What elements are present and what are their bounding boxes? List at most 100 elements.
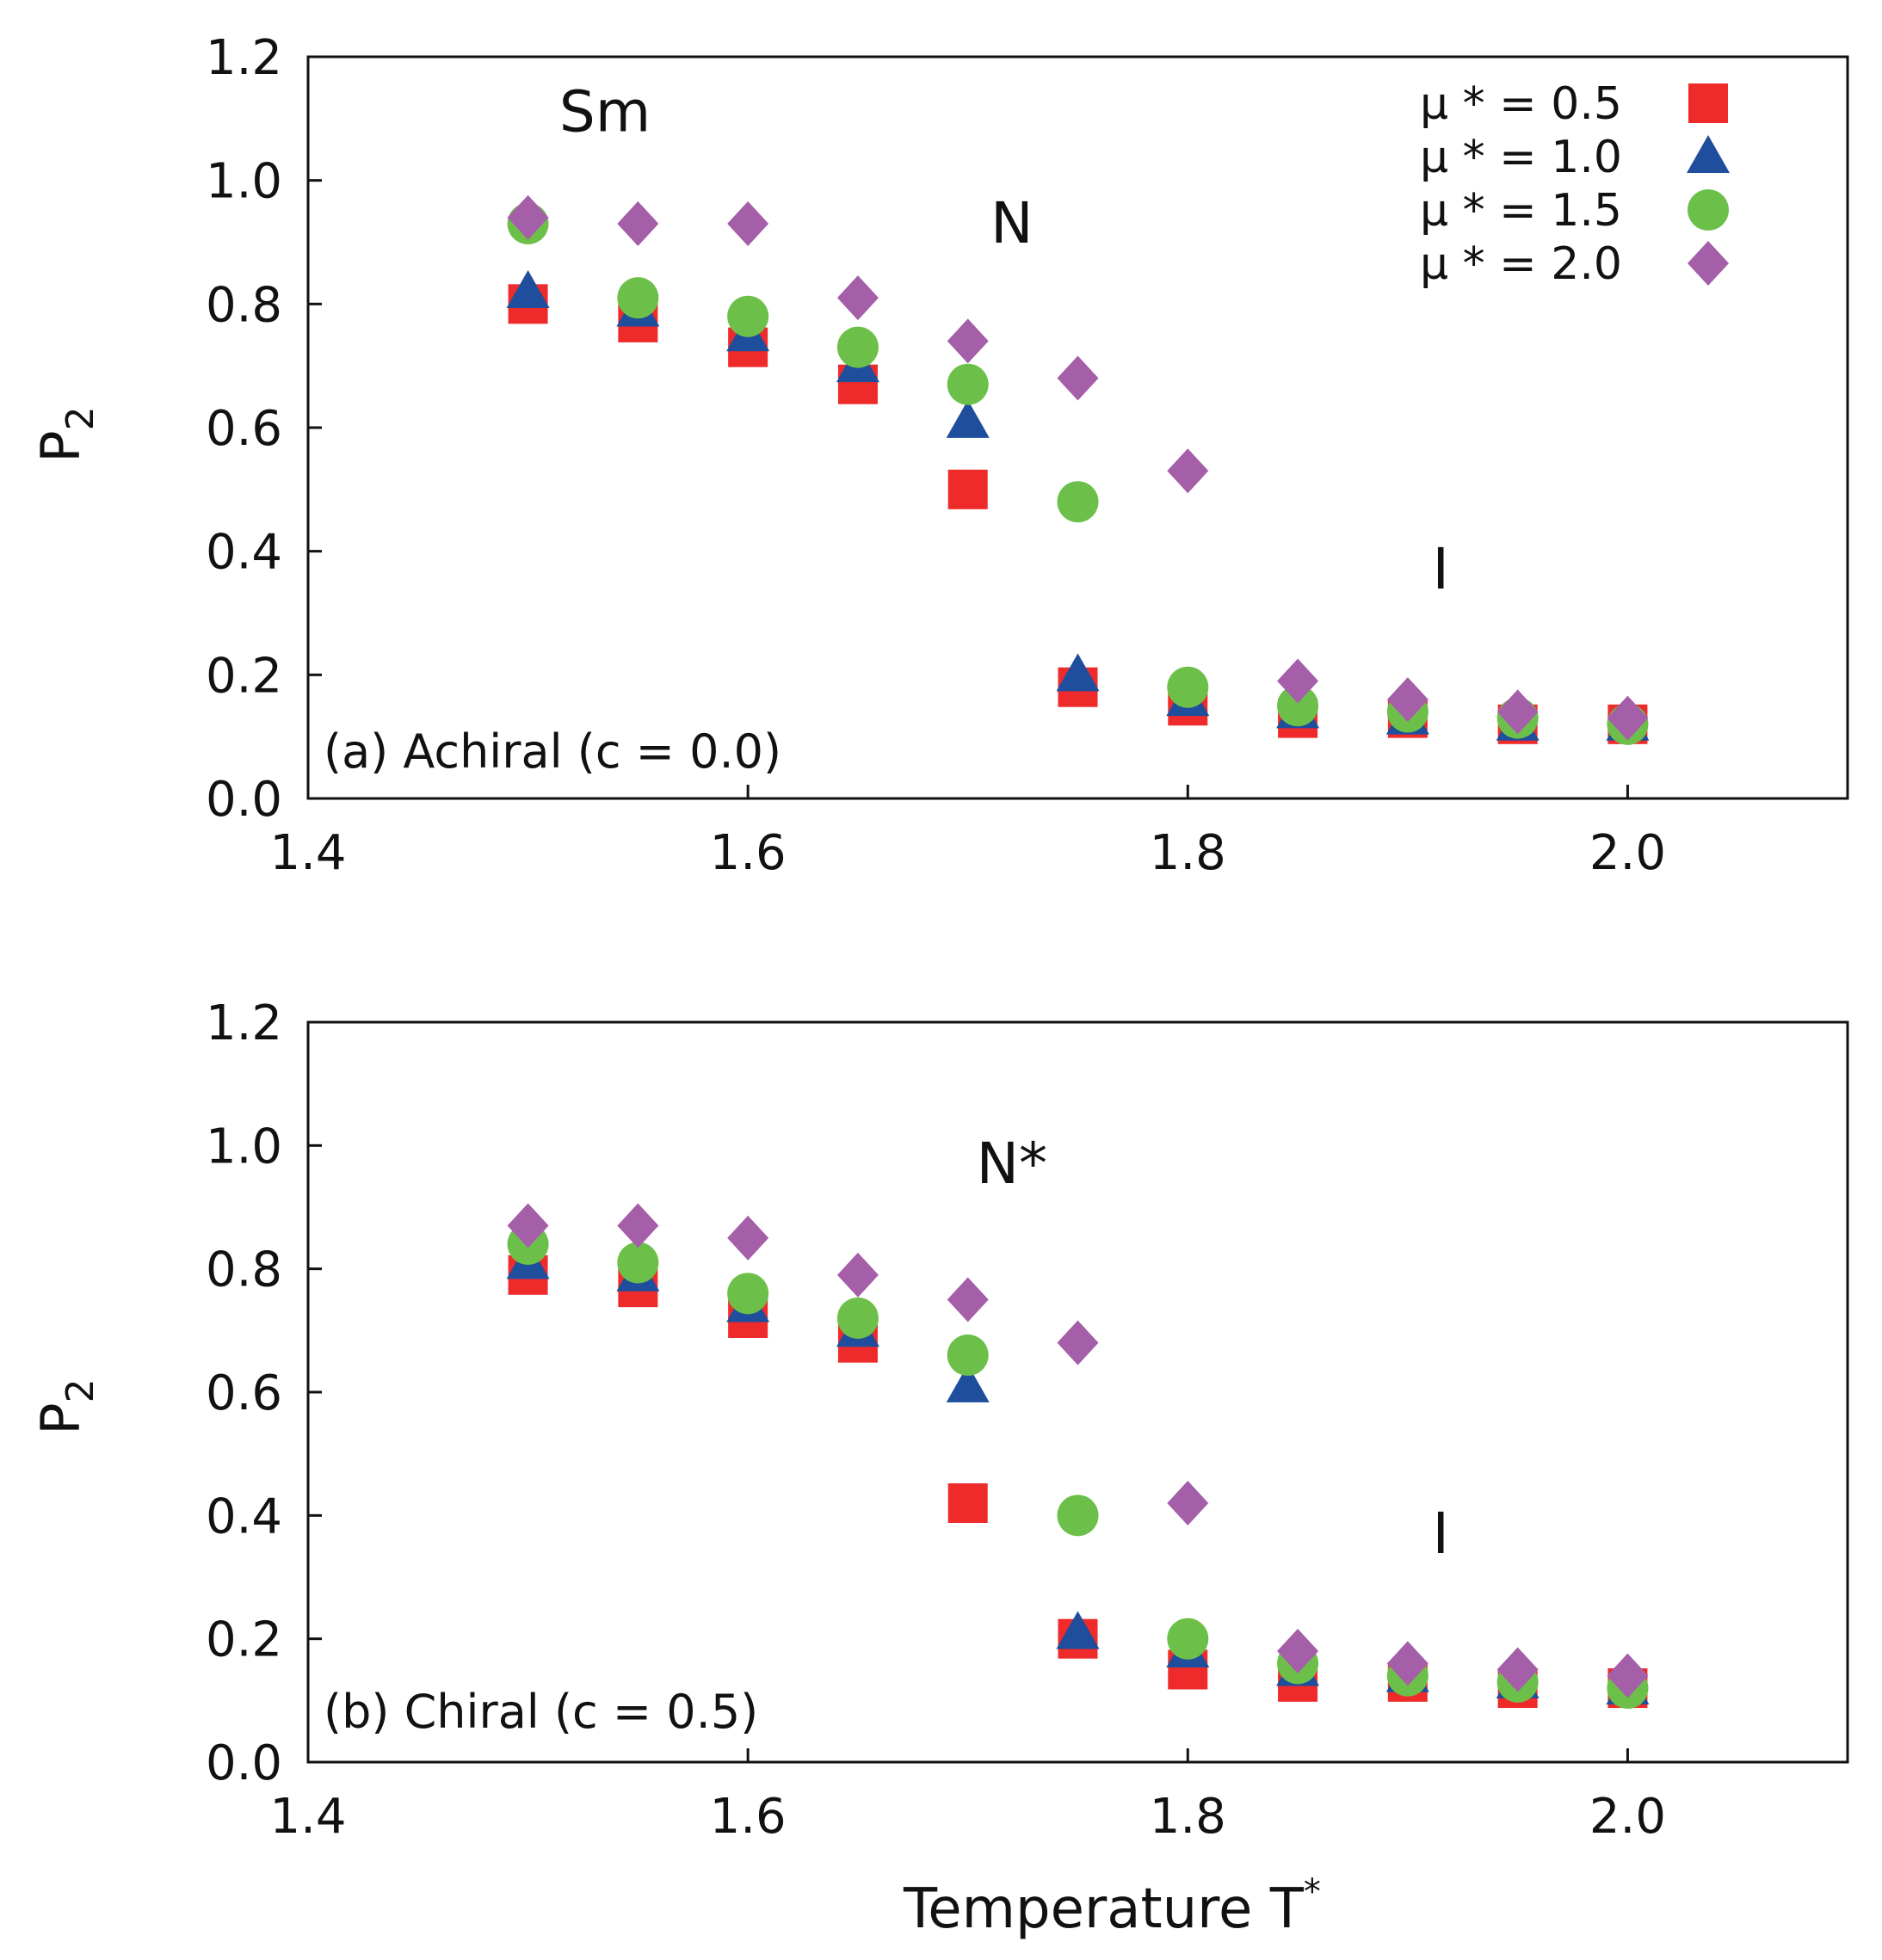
y-tick-label: 0.4 xyxy=(206,525,282,581)
data-point-diamond xyxy=(507,1203,549,1248)
data-point-diamond xyxy=(1607,1653,1649,1698)
y-tick-label: 1.0 xyxy=(206,1119,282,1174)
y-tick-label: 0.8 xyxy=(206,1242,282,1298)
panel-a-y-title-sub: 2 xyxy=(59,406,102,430)
legend-marker-circle xyxy=(1688,189,1729,231)
y-tick-label: 0.4 xyxy=(206,1488,282,1544)
data-point-triangle xyxy=(946,399,990,438)
legend-label: μ * = 1.5 xyxy=(1420,185,1622,237)
panel-b-label: (b) Chiral (c = 0.5) xyxy=(324,1685,758,1739)
panel-a-frame xyxy=(306,55,1849,800)
phase-label: I xyxy=(1432,1501,1448,1567)
data-point-circle xyxy=(1057,1495,1099,1537)
data-point-circle xyxy=(947,1334,989,1376)
data-point-circle xyxy=(1167,1618,1209,1660)
y-tick-label: 1.2 xyxy=(206,30,282,86)
y-tick-label: 0.2 xyxy=(206,1612,282,1668)
data-point-diamond xyxy=(1277,1629,1319,1673)
data-point-circle xyxy=(617,277,659,319)
y-tick-label: 1.0 xyxy=(206,154,282,210)
y-tick-label: 0.0 xyxy=(206,1735,282,1791)
legend-marker-square xyxy=(1688,83,1728,123)
data-point-circle xyxy=(836,1297,879,1339)
data-point-square xyxy=(947,469,988,509)
legend-marker-diamond xyxy=(1688,241,1729,286)
data-point-square xyxy=(947,1483,988,1523)
data-point-diamond xyxy=(947,318,989,364)
data-point-triangle xyxy=(506,269,550,308)
panel-b-labels: N* I xyxy=(977,1131,1449,1567)
data-point-circle xyxy=(1277,685,1319,727)
data-point-diamond xyxy=(947,1277,989,1322)
data-point-circle xyxy=(727,1273,769,1315)
x-tick-label: 1.4 xyxy=(269,825,346,881)
data-point-diamond xyxy=(1386,677,1428,723)
data-point-circle xyxy=(1057,481,1099,523)
data-point-circle xyxy=(947,363,989,405)
data-point-circle xyxy=(836,326,879,368)
x-tick-label: 1.8 xyxy=(1150,1789,1226,1845)
data-point-triangle xyxy=(946,1364,990,1402)
x-axis-title-main: Temperature T xyxy=(903,1877,1305,1941)
y-tick-label: 0.2 xyxy=(206,648,282,704)
data-point-diamond xyxy=(617,200,659,246)
y-tick-label: 1.2 xyxy=(206,995,282,1051)
panel-b-chiral: 0.0 0.2 0.4 0.6 0.8 1.0 1.2 1.4 1.6 1.8 2.0 N* I (b… xyxy=(29,995,1849,1845)
data-point-diamond xyxy=(507,194,549,240)
panel-b-y-title-main: P xyxy=(29,1402,92,1434)
data-point-circle xyxy=(1167,666,1209,708)
panel-b-y-title: P2 xyxy=(29,1378,102,1434)
data-point-diamond xyxy=(836,1252,879,1297)
data-point-diamond xyxy=(1167,448,1209,494)
data-point-diamond xyxy=(1277,658,1319,704)
phase-label: Sm xyxy=(559,79,651,145)
data-point-diamond xyxy=(617,1203,659,1248)
data-point-diamond xyxy=(1167,1481,1209,1525)
panel-a-y-title-main: P xyxy=(29,430,92,462)
legend: μ * = 0.5μ * = 1.0μ * = 1.5μ * = 2.0 xyxy=(1420,78,1730,290)
x-axis-title: Temperature T* xyxy=(903,1872,1321,1941)
panel-b-frame xyxy=(306,1020,1849,1764)
legend-label: μ * = 0.5 xyxy=(1420,78,1622,130)
x-axis-title-sup: * xyxy=(1304,1872,1321,1912)
x-tick-label: 1.6 xyxy=(710,825,787,881)
phase-label: I xyxy=(1432,536,1448,602)
panel-a-achiral: 0.0 0.2 0.4 0.6 0.8 1.0 1.2 1.4 1.6 1.8 2.0 Sm N I (… xyxy=(29,30,1849,881)
data-point-circle xyxy=(727,295,769,337)
legend-label: μ * = 2.0 xyxy=(1420,238,1622,290)
data-point-diamond xyxy=(1057,355,1099,401)
data-point-diamond xyxy=(1607,695,1649,741)
data-point-diamond xyxy=(836,275,879,321)
data-point-diamond xyxy=(1386,1641,1428,1686)
phase-label: N* xyxy=(977,1131,1047,1197)
x-tick-label: 2.0 xyxy=(1589,1789,1666,1845)
legend-label: μ * = 1.0 xyxy=(1420,132,1622,183)
x-tick-label: 1.6 xyxy=(710,1789,787,1845)
data-point-diamond xyxy=(727,1215,769,1260)
panel-b-y-title-sub: 2 xyxy=(59,1378,102,1402)
legend-marker-triangle xyxy=(1687,135,1730,173)
y-tick-label: 0.0 xyxy=(206,772,282,828)
y-tick-label: 0.6 xyxy=(206,401,282,457)
data-point-diamond xyxy=(1496,689,1539,735)
panel-a-ticks: 0.0 0.2 0.4 0.6 0.8 1.0 1.2 1.4 1.6 1.8 2.0 xyxy=(206,30,1666,881)
y-tick-label: 0.8 xyxy=(206,277,282,333)
data-point-circle xyxy=(617,1242,659,1284)
x-tick-label: 2.0 xyxy=(1589,825,1666,881)
panel-a-labels: Sm N I xyxy=(559,79,1449,603)
y-tick-label: 0.6 xyxy=(206,1365,282,1421)
panel-a-label: (a) Achiral (c = 0.0) xyxy=(324,724,781,779)
panel-a-y-title: P2 xyxy=(29,406,102,462)
panel-b-ticks: 0.0 0.2 0.4 0.6 0.8 1.0 1.2 1.4 1.6 1.8 2.0 xyxy=(206,995,1666,1845)
data-point-triangle xyxy=(1056,653,1100,692)
data-point-triangle xyxy=(1056,1611,1100,1649)
data-point-diamond xyxy=(727,200,769,246)
panel-a-points xyxy=(506,194,1650,745)
x-tick-label: 1.8 xyxy=(1150,825,1226,881)
data-point-diamond xyxy=(1496,1647,1539,1692)
panel-b-points xyxy=(506,1203,1650,1709)
data-point-diamond xyxy=(1057,1320,1099,1365)
x-tick-label: 1.4 xyxy=(269,1789,346,1845)
phase-label: N xyxy=(990,190,1033,256)
